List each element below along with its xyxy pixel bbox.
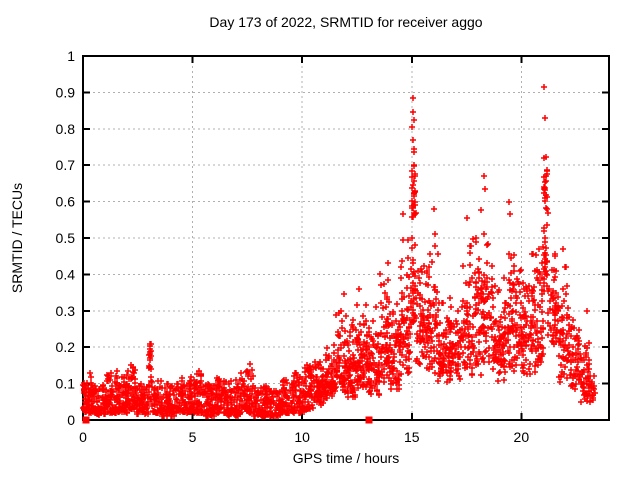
tick-labels: 0 5 10 15 20 0 0.1 0.2 0.3 0.4 0.5 0.6 0.7 0.8 0.9 1 — [56, 48, 530, 445]
axis-square-marker — [365, 416, 373, 424]
y-axis-label: SRMTID / TECUs — [9, 183, 25, 293]
y-tick-label: 0.3 — [56, 303, 76, 319]
y-tick-label: 0.6 — [56, 194, 76, 210]
x-tick-label: 5 — [189, 429, 197, 445]
x-axis-label: GPS time / hours — [293, 450, 400, 466]
y-tick-label: 0.5 — [56, 230, 76, 246]
y-tick-label: 0.2 — [56, 339, 76, 355]
y-tick-label: 0.1 — [56, 376, 76, 392]
y-tick-label: 0.8 — [56, 121, 76, 137]
axis-square-marker — [82, 416, 90, 424]
y-tick-label: 1 — [67, 48, 75, 64]
y-tick-label: 0.4 — [56, 266, 76, 282]
x-tick-label: 20 — [514, 429, 530, 445]
y-tick-label: 0.7 — [56, 157, 76, 173]
axis-ticks — [82, 55, 609, 421]
y-tick-label: 0.9 — [56, 84, 76, 100]
data-point-cloud — [80, 84, 598, 419]
chart-title: Day 173 of 2022, SRMTID for receiver agg… — [209, 14, 482, 30]
data-points — [80, 84, 598, 424]
x-tick-label: 10 — [294, 429, 310, 445]
y-tick-label: 0 — [67, 412, 75, 428]
x-tick-label: 0 — [79, 429, 87, 445]
x-tick-label: 15 — [404, 429, 420, 445]
